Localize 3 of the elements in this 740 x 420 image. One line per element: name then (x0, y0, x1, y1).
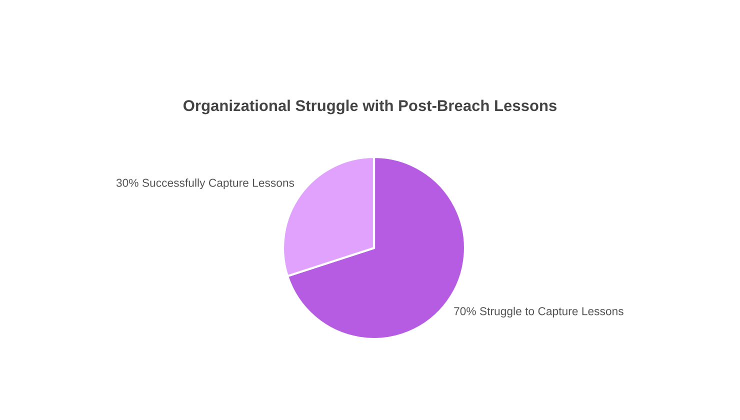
chart-title: Organizational Struggle with Post-Breach Lessons (184, 100, 557, 114)
slice-label: 30% Successfully Capture Lessons (116, 178, 294, 190)
slice-label: 70% Struggle to Capture Lessons (454, 306, 624, 318)
